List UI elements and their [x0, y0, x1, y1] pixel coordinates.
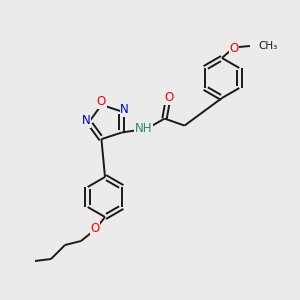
Text: CH₃: CH₃: [258, 41, 277, 51]
Text: N: N: [82, 115, 90, 128]
Text: N: N: [120, 103, 129, 116]
Text: O: O: [164, 91, 173, 104]
Text: O: O: [90, 223, 100, 236]
Text: O: O: [230, 41, 238, 55]
Text: NH: NH: [135, 122, 152, 135]
Text: O: O: [97, 95, 106, 108]
